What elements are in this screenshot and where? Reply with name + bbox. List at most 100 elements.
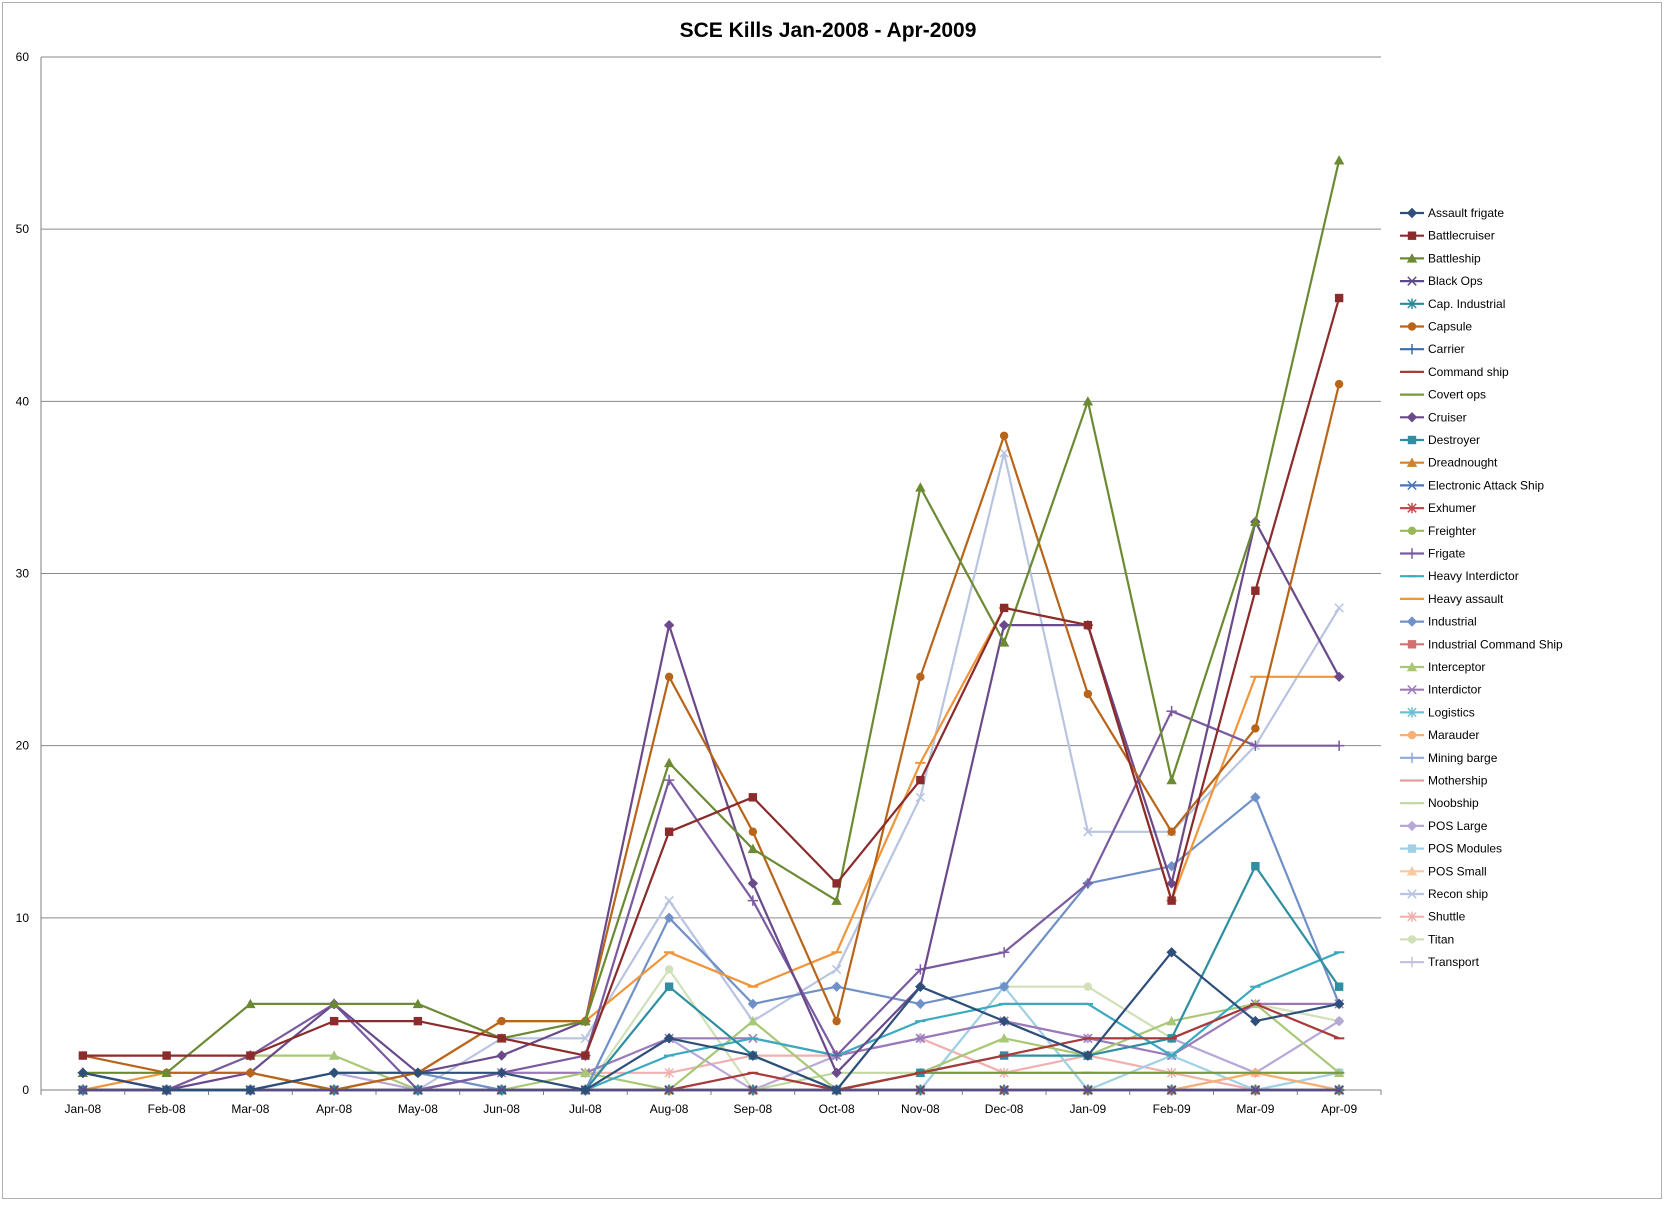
y-tick-label: 30 bbox=[16, 567, 30, 581]
legend: Assault frigate Battlecruiser Battleship Bl… bbox=[1400, 206, 1563, 969]
legend-label: Command ship bbox=[1428, 365, 1509, 379]
legend-item-battlecruiser: Battlecruiser bbox=[1400, 229, 1495, 243]
legend-item-black-ops: Black Ops bbox=[1400, 274, 1483, 288]
legend-label: POS Modules bbox=[1428, 842, 1502, 856]
data-point-destroyer bbox=[664, 982, 674, 991]
series-line-battlecruiser bbox=[82, 297, 1341, 1057]
data-point-frigate bbox=[998, 947, 1010, 958]
data-point-black-ops bbox=[329, 1085, 339, 1095]
data-point-assault-frigate bbox=[496, 1067, 507, 1078]
legend-item-exhumer: Exhumer bbox=[1400, 501, 1476, 515]
legend-marker bbox=[1406, 253, 1418, 263]
legend-marker bbox=[1406, 207, 1418, 219]
data-point-battleship bbox=[1082, 396, 1094, 406]
legend-label: Dreadnought bbox=[1428, 456, 1498, 470]
x-tick-label: Apr-08 bbox=[316, 1102, 352, 1116]
data-point-black-ops bbox=[413, 1085, 423, 1095]
legend-marker bbox=[1407, 730, 1417, 740]
legend-label: Assault frigate bbox=[1428, 206, 1504, 220]
data-point-capsule bbox=[832, 1016, 841, 1026]
legend-item-battleship: Battleship bbox=[1400, 251, 1481, 265]
data-point-battlecruiser bbox=[78, 1051, 88, 1060]
legend-marker bbox=[1406, 616, 1418, 627]
legend-item-transport: Transport bbox=[1400, 955, 1480, 969]
legend-label: Interdictor bbox=[1428, 683, 1481, 697]
legend-item-logistics: Logistics bbox=[1400, 705, 1475, 719]
legend-label: Freighter bbox=[1428, 524, 1476, 538]
data-point-black-ops bbox=[78, 1085, 88, 1095]
legend-label: Logistics bbox=[1428, 705, 1475, 719]
data-point-assault-frigate bbox=[663, 1033, 675, 1044]
data-point-interdictor bbox=[915, 1033, 926, 1044]
legend-item-covert-ops: Covert ops bbox=[1400, 388, 1486, 402]
legend-label: Industrial Command Ship bbox=[1428, 637, 1563, 651]
legend-label: Carrier bbox=[1428, 342, 1465, 356]
data-point-assault-frigate bbox=[328, 1067, 340, 1078]
legend-marker bbox=[1406, 956, 1418, 968]
data-point-capsule bbox=[664, 672, 674, 681]
data-point-recon-ship bbox=[580, 1033, 591, 1044]
series-line-heavy-assault bbox=[82, 606, 1340, 1092]
legend-item-cruiser: Cruiser bbox=[1400, 410, 1467, 424]
data-point-black-ops bbox=[1083, 1085, 1093, 1095]
x-tick-label: Apr-09 bbox=[1321, 1102, 1357, 1116]
series-line-battleship bbox=[82, 160, 1341, 1074]
data-point-assault-frigate bbox=[1250, 1015, 1261, 1027]
legend-label: Cruiser bbox=[1428, 410, 1467, 424]
data-point-capsule bbox=[1083, 689, 1093, 699]
data-point-frigate bbox=[663, 774, 675, 786]
legend-label: Mining barge bbox=[1428, 751, 1498, 765]
data-point-battlecruiser bbox=[999, 603, 1009, 613]
data-point-battleship bbox=[915, 482, 926, 492]
x-tick-label: Jul-08 bbox=[569, 1102, 602, 1116]
legend-label: POS Small bbox=[1428, 864, 1487, 878]
legend-item-interdictor: Interdictor bbox=[1400, 683, 1481, 697]
legend-label: Titan bbox=[1428, 932, 1454, 946]
x-tick-label: Feb-08 bbox=[148, 1102, 186, 1116]
x-tick-label: Feb-09 bbox=[1153, 1102, 1191, 1116]
series-assault-frigate bbox=[77, 947, 1345, 1096]
legend-label: Cap. Industrial bbox=[1428, 297, 1505, 311]
legend-marker bbox=[1407, 526, 1417, 535]
legend-label: Heavy assault bbox=[1428, 592, 1504, 606]
data-point-battleship bbox=[998, 637, 1010, 647]
legend-item-interceptor: Interceptor bbox=[1400, 660, 1485, 674]
series-titan bbox=[78, 965, 1344, 1095]
data-point-titan bbox=[1083, 982, 1093, 991]
legend-label: POS Large bbox=[1428, 819, 1488, 833]
legend-item-carrier: Carrier bbox=[1400, 342, 1465, 356]
x-tick-label: Mar-08 bbox=[231, 1102, 269, 1116]
legend-item-frigate: Frigate bbox=[1400, 547, 1466, 561]
data-point-cruiser bbox=[1166, 878, 1177, 889]
y-tick-label: 10 bbox=[16, 911, 30, 925]
series-layer bbox=[77, 155, 1345, 1096]
legend-marker bbox=[1407, 684, 1417, 695]
series-frigate bbox=[77, 706, 1345, 1096]
series-line-assault-frigate bbox=[82, 951, 1340, 1092]
series-line-frigate bbox=[82, 710, 1340, 1092]
data-point-recon-ship bbox=[1083, 827, 1093, 837]
data-point-industrial bbox=[747, 998, 759, 1010]
data-point-assault-frigate bbox=[831, 1084, 842, 1096]
data-point-battleship bbox=[245, 998, 256, 1009]
legend-label: Battlecruiser bbox=[1428, 229, 1495, 243]
data-point-assault-frigate bbox=[245, 1084, 256, 1096]
data-point-battleship bbox=[412, 998, 424, 1009]
legend-item-destroyer: Destroyer bbox=[1400, 433, 1480, 447]
data-point-battleship bbox=[328, 998, 340, 1009]
legend-item-capsule: Capsule bbox=[1400, 320, 1472, 334]
legend-item-shuttle: Shuttle bbox=[1400, 910, 1466, 924]
data-point-battleship bbox=[1333, 155, 1345, 165]
data-point-recon-ship bbox=[1334, 603, 1344, 613]
legend-item-marauder: Marauder bbox=[1400, 728, 1479, 742]
data-point-industrial bbox=[998, 981, 1010, 992]
data-point-battlecruiser bbox=[497, 1034, 506, 1043]
legend-item-cap-industrial: Cap. Industrial bbox=[1400, 297, 1505, 311]
data-point-battlecruiser bbox=[1167, 896, 1176, 905]
x-tick-label: Aug-08 bbox=[650, 1102, 689, 1116]
data-point-assault-frigate bbox=[1166, 947, 1177, 958]
legend-item-dreadnought: Dreadnought bbox=[1400, 456, 1498, 470]
legend-marker bbox=[1407, 935, 1417, 944]
data-point-shuttle bbox=[664, 1067, 674, 1078]
series-line-capsule bbox=[82, 383, 1341, 1092]
